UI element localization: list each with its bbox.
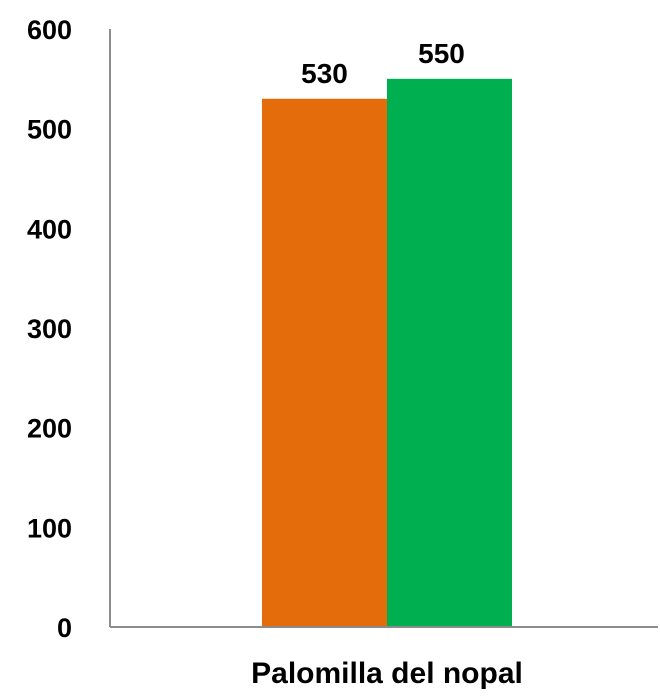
data-label-series-2: 550 (418, 38, 465, 69)
bar-series-1-0 (262, 98, 387, 628)
y-tick-label-0: 0 (57, 613, 72, 643)
data-labels-group: 530 550 (301, 38, 465, 89)
y-tick-label-100: 100 (27, 513, 72, 543)
data-label-series-1: 530 (301, 58, 348, 89)
bar-series-2-0 (387, 78, 512, 628)
y-tick-label-400: 400 (27, 214, 72, 244)
x-category-label: Palomilla del nopal (251, 657, 523, 690)
y-tick-label-300: 300 (27, 314, 72, 344)
y-tick-label-200: 200 (27, 414, 72, 444)
y-tick-label-600: 600 (27, 15, 72, 45)
x-axis-categories: Palomilla del nopal (251, 657, 523, 690)
y-tick-label-500: 500 (27, 115, 72, 145)
bars-group (262, 78, 512, 628)
y-axis-ticks: 0 100 200 300 400 500 600 (27, 15, 72, 643)
